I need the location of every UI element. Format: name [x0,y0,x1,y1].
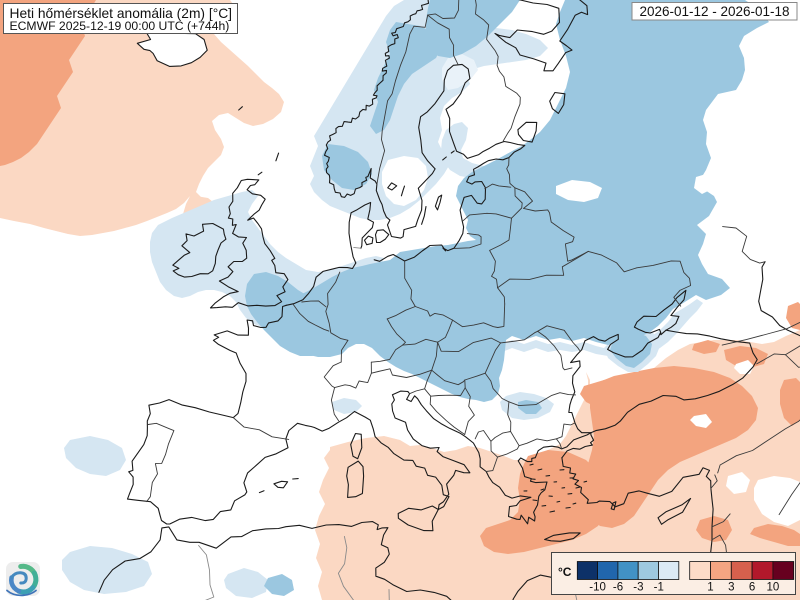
svg-text:Heti hőmérséklet anomália (2m): Heti hőmérséklet anomália (2m) [°C] [10,6,233,21]
svg-text:1: 1 [707,582,713,594]
svg-text:-6: -6 [613,582,623,594]
svg-text:-10: -10 [589,582,606,594]
svg-text:6: 6 [749,582,755,594]
svg-text:ECMWF 2025-12-19 00:00 UTC (+7: ECMWF 2025-12-19 00:00 UTC (+744h) [10,19,230,33]
svg-text:°C: °C [558,565,572,579]
svg-text:-1: -1 [654,582,664,594]
svg-text:2026-01-12 - 2026-01-18: 2026-01-12 - 2026-01-18 [639,4,789,19]
svg-text:3: 3 [728,582,734,594]
svg-text:-3: -3 [633,582,643,594]
svg-text:10: 10 [767,582,780,594]
